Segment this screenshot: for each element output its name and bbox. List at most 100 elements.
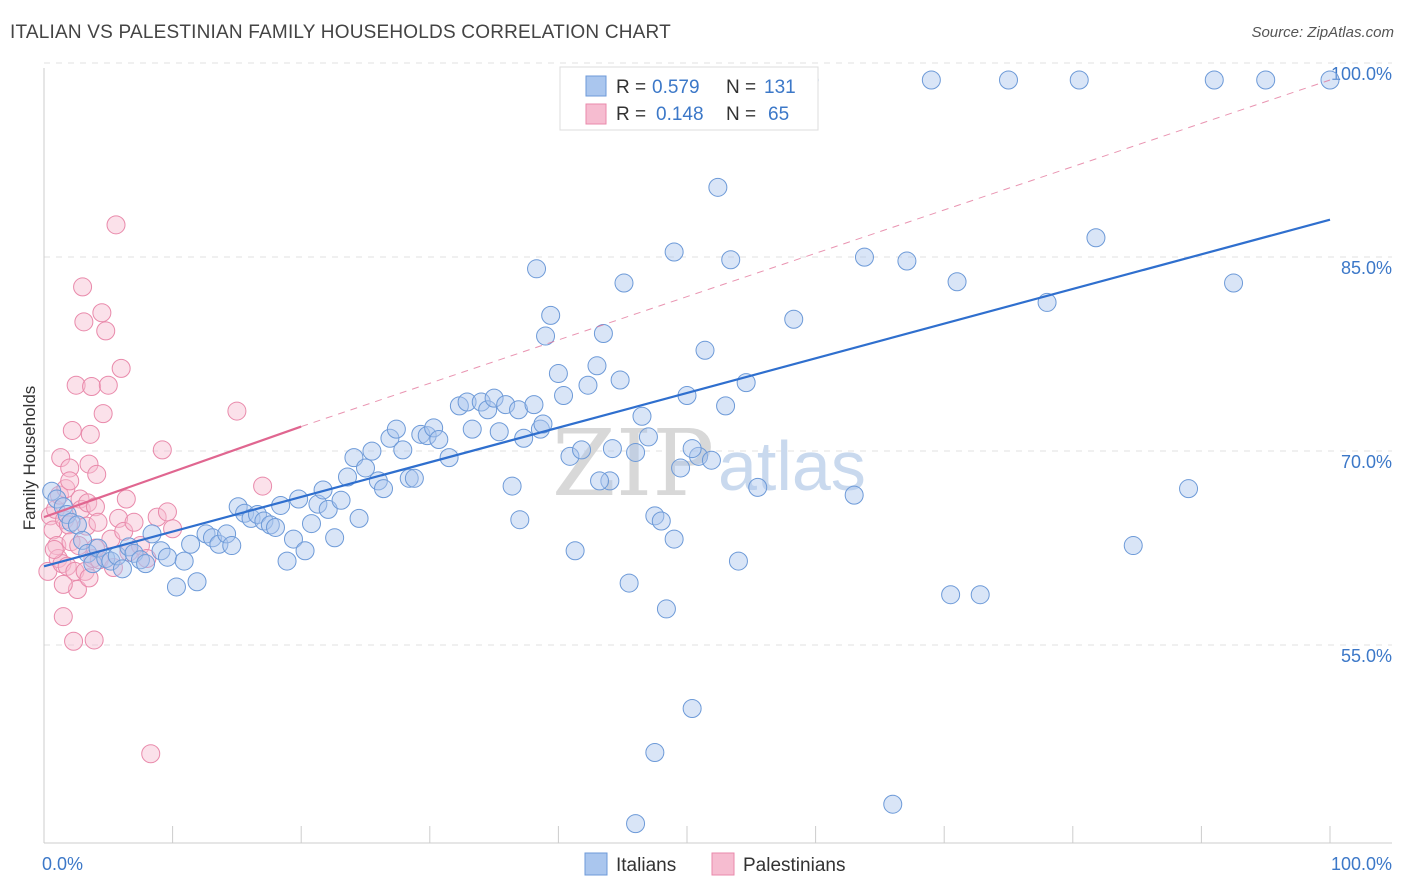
palestinians-point-60 <box>44 539 64 559</box>
palestinians-point-61 <box>53 574 73 594</box>
palestinians-point-36 <box>88 512 108 532</box>
italians-point-69 <box>478 400 498 420</box>
palestinians-point-41 <box>98 375 118 395</box>
palestinians-point-31 <box>82 376 102 396</box>
italians-point-81 <box>548 364 568 384</box>
italians-point-90 <box>610 370 630 390</box>
italians-point-37 <box>271 495 291 515</box>
legend-r-value-palestinians: 0.148 <box>656 104 704 125</box>
italians-point-139 <box>602 439 622 459</box>
italians-point-134 <box>664 529 684 549</box>
palestinians-point-40 <box>96 321 116 341</box>
italians-point-22 <box>174 551 194 571</box>
italians-point-121 <box>970 585 990 605</box>
italians-point-7 <box>78 543 98 563</box>
y-tick-label-85: 85.0% <box>1341 258 1392 278</box>
legend-r-label-palestinians: R = <box>616 104 646 125</box>
italians-point-112 <box>784 309 804 329</box>
italians-point-13 <box>112 559 132 579</box>
italians-point-124 <box>1069 70 1089 90</box>
italians-point-1 <box>47 489 67 509</box>
italians-point-38 <box>277 551 297 571</box>
palestinians-point-14 <box>60 458 80 478</box>
italians-point-85 <box>572 440 592 460</box>
palestinians-point-55 <box>152 440 172 460</box>
italians-point-80 <box>541 305 561 325</box>
italians-point-45 <box>318 499 338 519</box>
legend-r-label-italians: R = <box>616 77 646 98</box>
italians-point-102 <box>682 699 702 719</box>
italians-point-67 <box>462 419 482 439</box>
italians-point-89 <box>600 471 620 491</box>
y-tick-label-55: 55.0% <box>1341 646 1392 666</box>
italians-point-41 <box>295 541 315 561</box>
palestinians-point-24 <box>73 277 93 297</box>
italians-point-96 <box>645 506 665 526</box>
italians-point-84 <box>565 541 585 561</box>
italians-point-58 <box>399 468 419 488</box>
italians-point-115 <box>854 247 874 267</box>
palestinians-point-38 <box>92 303 112 323</box>
legend-n-label-palestinians: N = <box>726 104 756 125</box>
italians-point-68 <box>471 392 491 412</box>
bottom-legend-label-italians: Italians <box>616 855 676 876</box>
palestinians-point-50 <box>124 512 144 532</box>
italians-point-93 <box>626 442 646 462</box>
italians-point-104 <box>695 340 715 360</box>
x-axis-ticks <box>43 826 1331 843</box>
palestinians-point-35 <box>87 464 107 484</box>
palestinians-point-56 <box>157 502 177 522</box>
italians-point-125 <box>1086 228 1106 248</box>
italians-point-48 <box>337 467 357 487</box>
palestinians-point-46 <box>111 358 131 378</box>
italians-point-116 <box>883 794 903 814</box>
legend-n-value-italians: 131 <box>764 77 796 98</box>
palestinians-point-17 <box>64 631 84 651</box>
italians-point-21 <box>166 577 186 597</box>
italians-trend-line <box>43 218 1331 568</box>
italians-point-66 <box>457 392 477 412</box>
watermark-atlas: atlas <box>718 427 866 505</box>
italians-point-36 <box>265 517 285 537</box>
italians-point-5 <box>67 515 87 535</box>
italians-point-62 <box>424 418 444 438</box>
italians-point-72 <box>496 395 516 415</box>
italians-point-39 <box>283 529 303 549</box>
trend-lines <box>43 79 1331 568</box>
italians-point-47 <box>331 490 351 510</box>
palestinians-point-57 <box>163 519 183 539</box>
palestinians-point-25 <box>74 312 94 332</box>
italians-point-63 <box>429 430 449 450</box>
palestinians-point-59 <box>253 476 273 496</box>
italians-point-109 <box>728 551 748 571</box>
italians-point-108 <box>721 250 741 270</box>
italians-point-135 <box>590 471 610 491</box>
palestinians-point-44 <box>106 215 126 235</box>
palestinians-point-30 <box>80 424 100 444</box>
italians-point-29 <box>222 536 242 556</box>
italians-point-140 <box>510 510 530 530</box>
italians-point-20 <box>157 547 177 567</box>
palestinians-point-9 <box>53 607 73 627</box>
palestinians-point-63 <box>79 568 99 588</box>
italians-point-95 <box>638 427 658 447</box>
italians-point-118 <box>921 70 941 90</box>
legend-n-value-palestinians: 65 <box>768 104 789 125</box>
italians-point-73 <box>502 476 522 496</box>
legend-r-value-italians: 0.579 <box>652 77 700 98</box>
italians-point-23 <box>181 534 201 554</box>
italians-point-61 <box>417 426 437 446</box>
italians-point-128 <box>1204 70 1224 90</box>
italians-point-94 <box>632 406 652 426</box>
italians-point-42 <box>301 514 321 534</box>
italians-point-51 <box>356 458 375 478</box>
italians-point-56 <box>386 419 406 439</box>
italians-point-127 <box>1179 479 1199 499</box>
bottom-legend-swatch-palestinians <box>711 852 735 876</box>
italians-point-86 <box>578 375 598 395</box>
italians-point-76 <box>524 395 544 415</box>
bottom-legend-label-palestinians: Palestinians <box>743 855 845 876</box>
italians-point-126 <box>1123 536 1143 556</box>
italians-point-100 <box>671 458 691 478</box>
